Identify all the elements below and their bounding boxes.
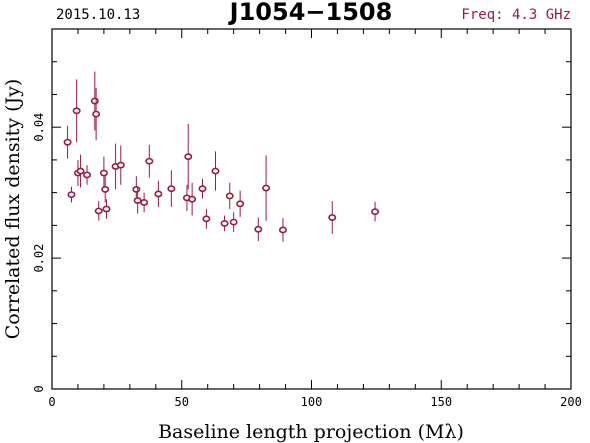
x-tick-label: 50	[175, 395, 189, 409]
data-point	[229, 212, 238, 232]
data-point	[92, 87, 101, 141]
y-axis-label: Correlated flux density (Jy)	[2, 79, 24, 340]
point-marker	[262, 184, 271, 192]
data-point	[211, 151, 220, 191]
point-marker	[202, 215, 211, 223]
data-point	[116, 145, 125, 185]
point-marker	[76, 167, 85, 175]
x-tick-label: 200	[560, 395, 582, 409]
data-point	[254, 217, 263, 242]
point-marker	[371, 208, 380, 216]
point-marker	[188, 195, 197, 203]
data-point	[101, 176, 110, 203]
point-marker	[63, 138, 72, 146]
point-marker	[254, 225, 263, 233]
data-point	[188, 182, 197, 216]
x-axis-ticks	[51, 29, 572, 389]
y-tick-label: 0.02	[32, 244, 46, 273]
x-tick-label: 150	[430, 395, 452, 409]
x-axis-tick-labels: 0 50 100 150 200	[48, 395, 581, 409]
point-marker	[184, 153, 193, 161]
data-point	[328, 201, 337, 234]
data-point	[225, 182, 234, 209]
point-marker	[328, 214, 337, 221]
data-point	[236, 190, 245, 217]
point-marker	[154, 190, 163, 198]
data-point	[184, 123, 193, 190]
data-point	[167, 170, 176, 208]
point-marker	[198, 185, 207, 193]
data-point	[154, 180, 163, 208]
point-marker	[229, 218, 238, 226]
data-point	[94, 201, 103, 221]
x-tick-label: 100	[301, 395, 323, 409]
chart-title: J1054−1508	[228, 0, 393, 26]
data-point	[220, 215, 229, 232]
point-marker	[167, 185, 176, 193]
y-tick-label: 0.04	[32, 113, 46, 142]
y-axis-ticks	[52, 28, 571, 390]
point-marker	[145, 157, 154, 165]
data-point	[72, 79, 81, 143]
y-tick-label: 0	[32, 385, 46, 392]
data-point	[198, 178, 207, 199]
data-point	[145, 144, 154, 178]
data-point	[278, 218, 287, 242]
point-marker	[140, 199, 149, 206]
y-axis-tick-labels: 0 0.02 0.04	[32, 113, 46, 393]
plot-frame	[51, 28, 572, 390]
data-points	[63, 71, 380, 242]
point-marker	[133, 197, 142, 204]
x-axis-label: Baseline length projection (Mλ)	[158, 421, 464, 443]
point-marker	[101, 185, 110, 193]
data-point	[67, 186, 76, 203]
data-point	[202, 209, 211, 229]
data-point	[63, 125, 72, 159]
frequency-label: Freq: 4.3 GHz	[461, 7, 571, 23]
point-marker	[72, 107, 81, 115]
point-marker	[102, 205, 111, 213]
point-marker	[94, 207, 103, 215]
x-tick-label: 0	[48, 395, 55, 409]
point-marker	[99, 169, 108, 177]
point-marker	[116, 161, 125, 169]
point-marker	[220, 219, 229, 227]
data-point	[371, 201, 380, 222]
data-point	[76, 154, 85, 188]
point-marker	[211, 167, 220, 175]
point-marker	[236, 200, 245, 208]
point-marker	[225, 192, 234, 200]
data-point	[83, 165, 92, 185]
point-marker	[83, 171, 92, 179]
observation-date: 2015.10.13	[56, 7, 140, 23]
data-point	[102, 199, 111, 219]
data-point	[90, 71, 99, 131]
data-point	[262, 155, 271, 221]
point-marker	[67, 191, 76, 198]
point-marker	[278, 226, 287, 234]
point-marker	[132, 185, 141, 193]
data-point	[99, 156, 108, 190]
point-marker	[90, 97, 99, 105]
data-point	[140, 192, 149, 213]
point-marker	[92, 110, 101, 118]
